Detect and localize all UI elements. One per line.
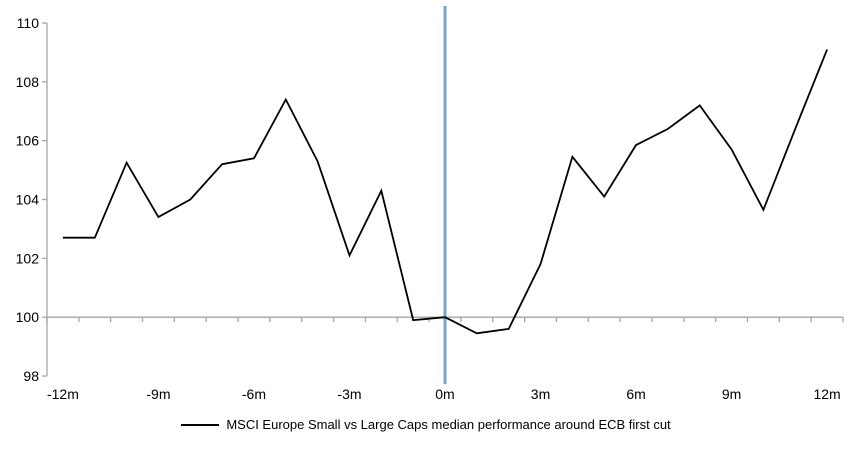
y-tick-label: 106 [16, 133, 40, 149]
y-tick-label: 104 [16, 192, 40, 208]
x-tick-label: -3m [337, 386, 361, 402]
x-tick-label: -12m [47, 386, 79, 402]
x-tick-label: 9m [722, 386, 741, 402]
y-tick-label: 110 [17, 15, 40, 31]
y-tick-label: 100 [16, 309, 40, 325]
y-tick-label: 102 [16, 250, 40, 266]
x-tick-label: 0m [435, 386, 454, 402]
x-tick-label: 12m [813, 386, 840, 402]
legend: MSCI Europe Small vs Large Caps median p… [0, 417, 852, 432]
series-line [62, 49, 828, 335]
legend-label: MSCI Europe Small vs Large Caps median p… [226, 417, 671, 432]
y-tick-label: 98 [23, 368, 39, 384]
y-tick-label: 108 [16, 74, 40, 90]
x-tick-label: 6m [626, 386, 645, 402]
legend-line-sample [181, 423, 220, 426]
x-tick-label: 3m [531, 386, 550, 402]
x-tick-label: -6m [242, 386, 266, 402]
y-axis: 98 100 102 104 106 108 110 [16, 15, 48, 384]
x-tick-label: -9m [146, 386, 170, 402]
